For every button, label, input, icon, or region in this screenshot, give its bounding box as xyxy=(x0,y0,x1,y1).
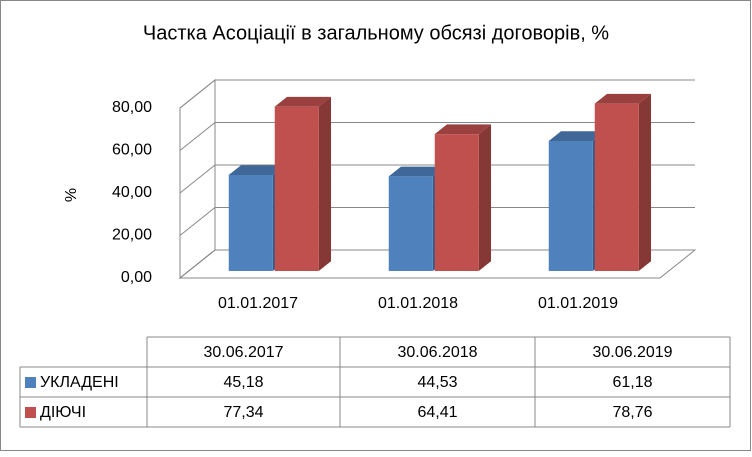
bar xyxy=(274,106,319,271)
bar-top xyxy=(548,131,605,141)
grid-line xyxy=(179,207,695,236)
y-axis-label: % xyxy=(63,188,80,202)
bar xyxy=(388,176,433,271)
x-tick-label: 01.01.2018 xyxy=(378,295,458,312)
grid-line xyxy=(179,79,695,109)
table-value: 64,41 xyxy=(417,404,457,421)
bar-top xyxy=(434,124,491,135)
bar xyxy=(434,134,479,271)
bar-side xyxy=(638,93,651,272)
grid-line xyxy=(179,164,695,194)
bar xyxy=(594,103,639,271)
bar-side xyxy=(478,124,491,271)
grid-line xyxy=(179,249,695,279)
table-value: 45,18 xyxy=(223,374,263,391)
bar-side xyxy=(318,96,331,271)
table-value: 61,18 xyxy=(612,374,652,391)
bar-top xyxy=(594,93,651,104)
chart-title: Частка Асоціації в загальному обсязі дог… xyxy=(143,22,609,44)
bar xyxy=(548,140,593,271)
table-value: 78,76 xyxy=(612,404,652,421)
table-header: 30.06.2018 xyxy=(397,344,477,361)
y-tick-label: 40,00 xyxy=(112,184,152,201)
bar-top xyxy=(228,165,285,175)
grid-line xyxy=(179,122,695,151)
table-header: 30.06.2017 xyxy=(203,344,283,361)
legend-label: УКЛАДЕНІ xyxy=(40,374,119,391)
legend-swatch xyxy=(25,407,36,418)
legend-label: ДІЮЧІ xyxy=(40,404,86,421)
y-tick-label: 60,00 xyxy=(112,142,152,159)
table-header: 30.06.2019 xyxy=(592,344,672,361)
bar-top xyxy=(274,96,331,107)
x-tick-label: 01.01.2019 xyxy=(538,295,618,312)
table-value: 77,34 xyxy=(223,404,263,421)
table-value: 44,53 xyxy=(417,374,457,391)
y-tick-label: 0,00 xyxy=(121,269,152,286)
y-tick-label: 20,00 xyxy=(112,227,152,244)
bar xyxy=(228,174,273,271)
y-tick-label: 80,00 xyxy=(112,99,152,116)
x-tick-label: 01.01.2017 xyxy=(218,295,298,312)
bar-top xyxy=(388,166,445,177)
legend-swatch xyxy=(25,377,36,388)
